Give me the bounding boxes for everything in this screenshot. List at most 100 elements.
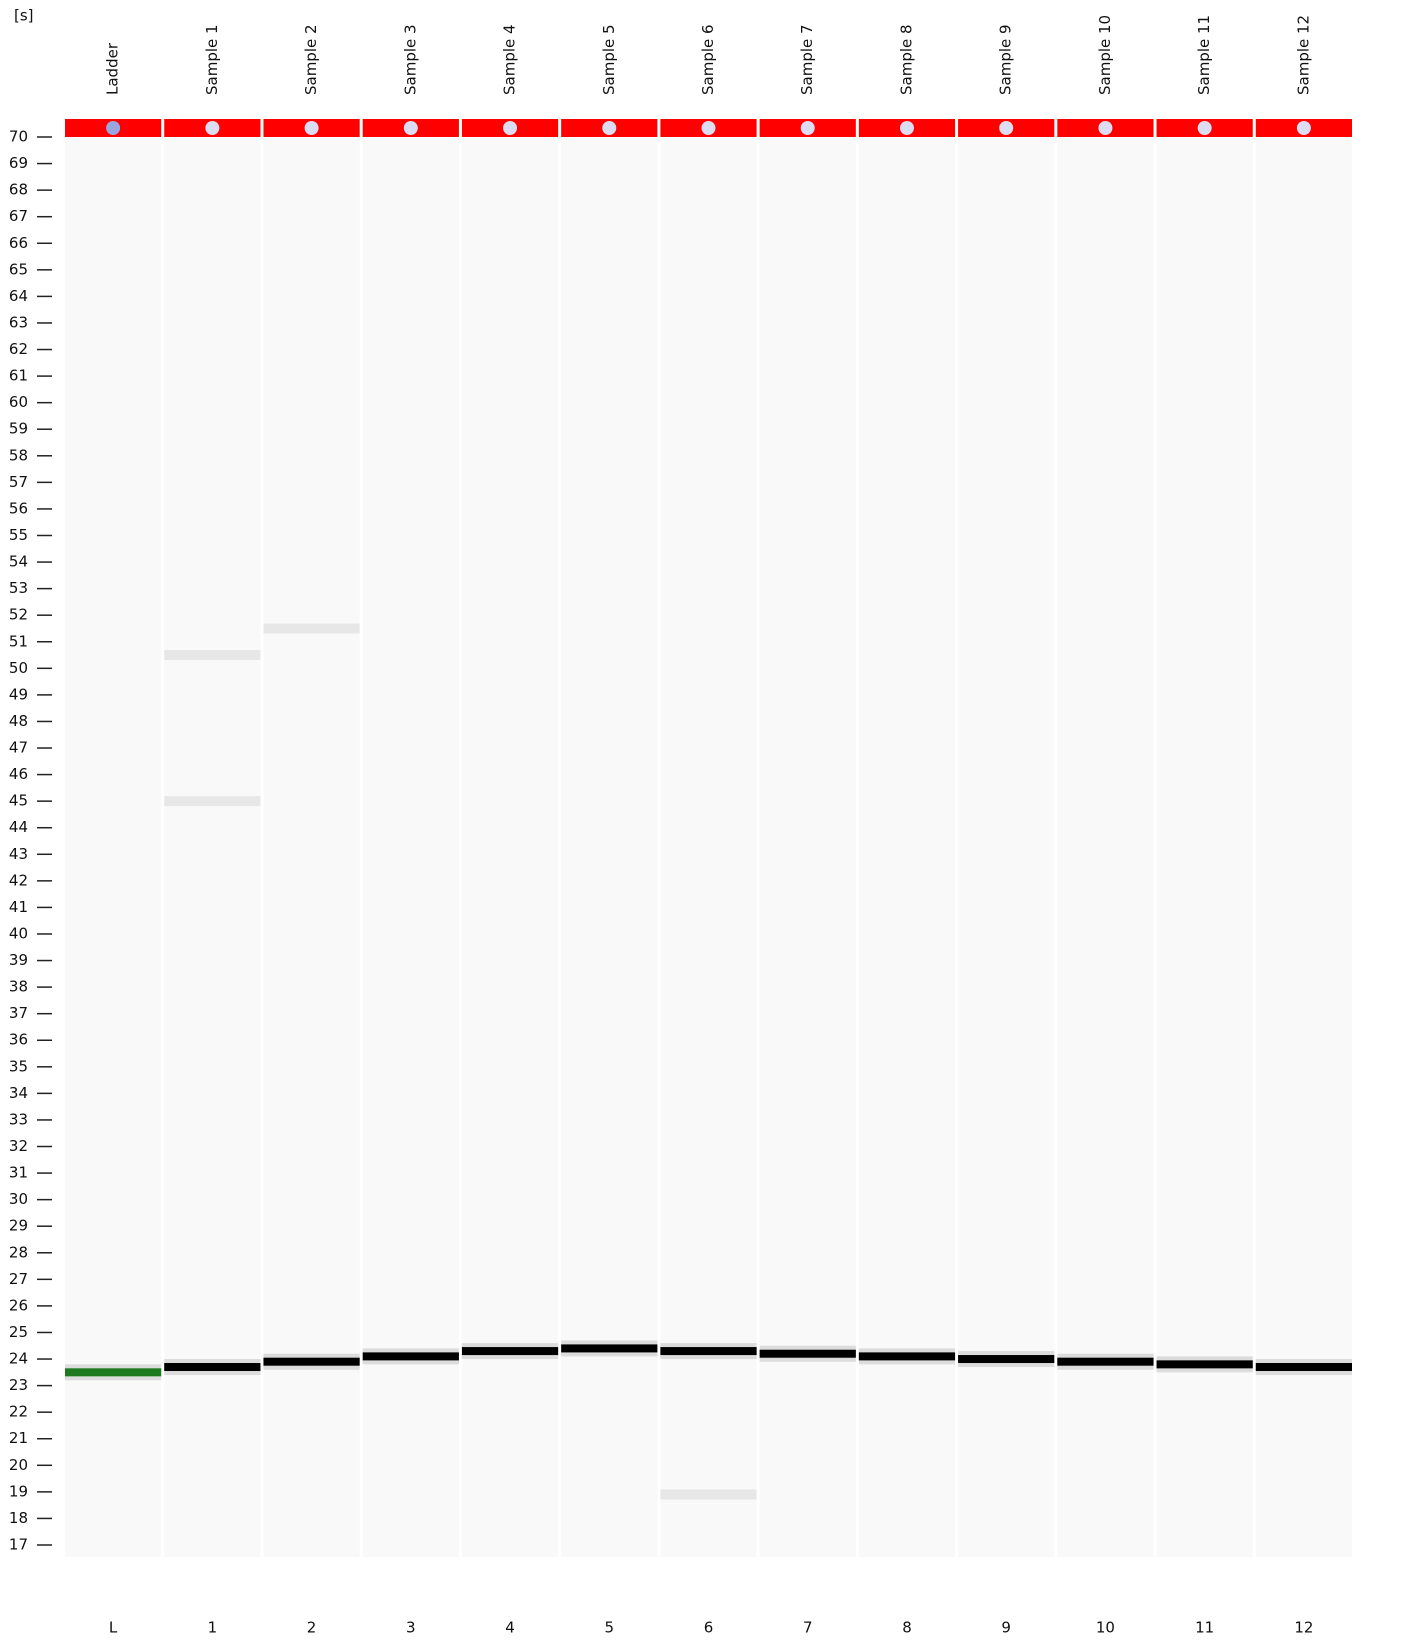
marker-dot	[602, 121, 617, 135]
y-tick-label: 70	[9, 128, 28, 146]
y-tick-label: 63	[9, 313, 28, 331]
band	[958, 1355, 1055, 1364]
y-tick-label: 23	[9, 1376, 28, 1394]
lane-label: 3	[406, 1619, 416, 1637]
y-tick-label: 61	[9, 367, 28, 385]
y-tick-label: 33	[9, 1110, 28, 1128]
lane-label: 11	[1195, 1619, 1214, 1637]
y-unit-label: [s]	[14, 7, 34, 25]
band	[561, 1344, 658, 1353]
y-tick-label: 53	[9, 579, 28, 597]
lane-label: L	[109, 1619, 118, 1637]
y-tick-label: 43	[9, 845, 28, 863]
y-tick-label: 27	[9, 1270, 28, 1288]
minor-band	[164, 796, 261, 807]
lane-label: 2	[307, 1619, 317, 1637]
lane-label: 5	[604, 1619, 614, 1637]
y-tick-label: 26	[9, 1296, 28, 1314]
lane-name: Ladder	[104, 42, 122, 95]
lane	[1156, 137, 1253, 1557]
lane-label: 1	[208, 1619, 218, 1637]
lane-name: Sample 11	[1195, 15, 1213, 95]
y-tick-label: 69	[9, 154, 28, 172]
marker-dot	[1098, 121, 1113, 135]
y-tick-label: 22	[9, 1403, 28, 1421]
marker-dot	[1296, 121, 1311, 135]
marker-dot	[899, 121, 914, 135]
y-tick-label: 65	[9, 260, 28, 278]
band	[362, 1352, 459, 1361]
band	[660, 1347, 757, 1356]
marker-dot	[503, 121, 518, 135]
band	[759, 1349, 856, 1358]
y-tick-label: 40	[9, 924, 28, 942]
lane	[858, 137, 956, 1557]
lane-label: 6	[704, 1619, 714, 1637]
y-tick-label: 64	[9, 287, 28, 305]
lane	[65, 137, 162, 1557]
lane-name: Sample 6	[699, 24, 717, 95]
band	[461, 1347, 559, 1356]
minor-band	[660, 1489, 757, 1500]
lane	[958, 137, 1055, 1557]
band	[1057, 1357, 1154, 1366]
band	[65, 1368, 162, 1377]
y-tick-label: 62	[9, 340, 28, 358]
band	[263, 1357, 360, 1366]
lane	[263, 137, 360, 1557]
lane-label: 10	[1096, 1619, 1115, 1637]
y-tick-label: 42	[9, 871, 28, 889]
marker-dot	[701, 121, 716, 135]
y-tick-label: 24	[9, 1350, 28, 1368]
y-tick-label: 32	[9, 1137, 28, 1155]
y-tick-label: 47	[9, 739, 28, 757]
lane-name: Sample 5	[600, 24, 618, 95]
y-tick-label: 59	[9, 420, 28, 438]
lane	[660, 137, 757, 1557]
marker-dot	[1197, 121, 1212, 135]
lane-label: 8	[902, 1619, 912, 1637]
y-tick-label: 34	[9, 1084, 28, 1102]
marker-dot	[106, 121, 121, 135]
y-tick-label: 68	[9, 181, 28, 199]
y-tick-label: 21	[9, 1429, 28, 1447]
y-tick-label: 54	[9, 553, 28, 571]
y-tick-label: 51	[9, 632, 28, 650]
y-tick-label: 28	[9, 1243, 28, 1261]
y-tick-label: 44	[9, 818, 28, 836]
band	[164, 1363, 261, 1372]
y-tick-label: 46	[9, 765, 28, 783]
lane-name: Sample 7	[798, 24, 816, 95]
y-tick-label: 35	[9, 1057, 28, 1075]
y-tick-label: 67	[9, 207, 28, 225]
lane	[1057, 137, 1154, 1557]
lane-name: Sample 10	[1096, 15, 1114, 95]
y-tick-label: 52	[9, 606, 28, 624]
lane-name: Sample 1	[203, 24, 221, 95]
lane-name: Sample 12	[1294, 15, 1312, 95]
lane-name: Sample 8	[897, 24, 915, 95]
y-tick-label: 31	[9, 1164, 28, 1182]
minor-band	[164, 650, 261, 661]
lane	[362, 137, 459, 1557]
lane-name: Sample 4	[501, 24, 519, 95]
lane-label: 9	[1001, 1619, 1011, 1637]
lane	[1255, 137, 1352, 1557]
lane-label: 12	[1294, 1619, 1313, 1637]
marker-dot	[999, 121, 1014, 135]
marker-dot	[304, 121, 319, 135]
lane	[561, 137, 658, 1557]
band	[1255, 1363, 1352, 1372]
y-tick-label: 18	[9, 1509, 28, 1527]
y-tick-label: 19	[9, 1482, 28, 1500]
y-tick-label: 37	[9, 1004, 28, 1022]
marker-dot	[403, 121, 418, 135]
y-tick-label: 17	[9, 1536, 28, 1554]
y-tick-label: 55	[9, 526, 28, 544]
y-tick-label: 36	[9, 1031, 28, 1049]
y-tick-label: 48	[9, 712, 28, 730]
lane-name: Sample 3	[401, 24, 419, 95]
lane-label: 4	[505, 1619, 515, 1637]
lane-label: 7	[803, 1619, 813, 1637]
y-tick-label: 50	[9, 659, 28, 677]
